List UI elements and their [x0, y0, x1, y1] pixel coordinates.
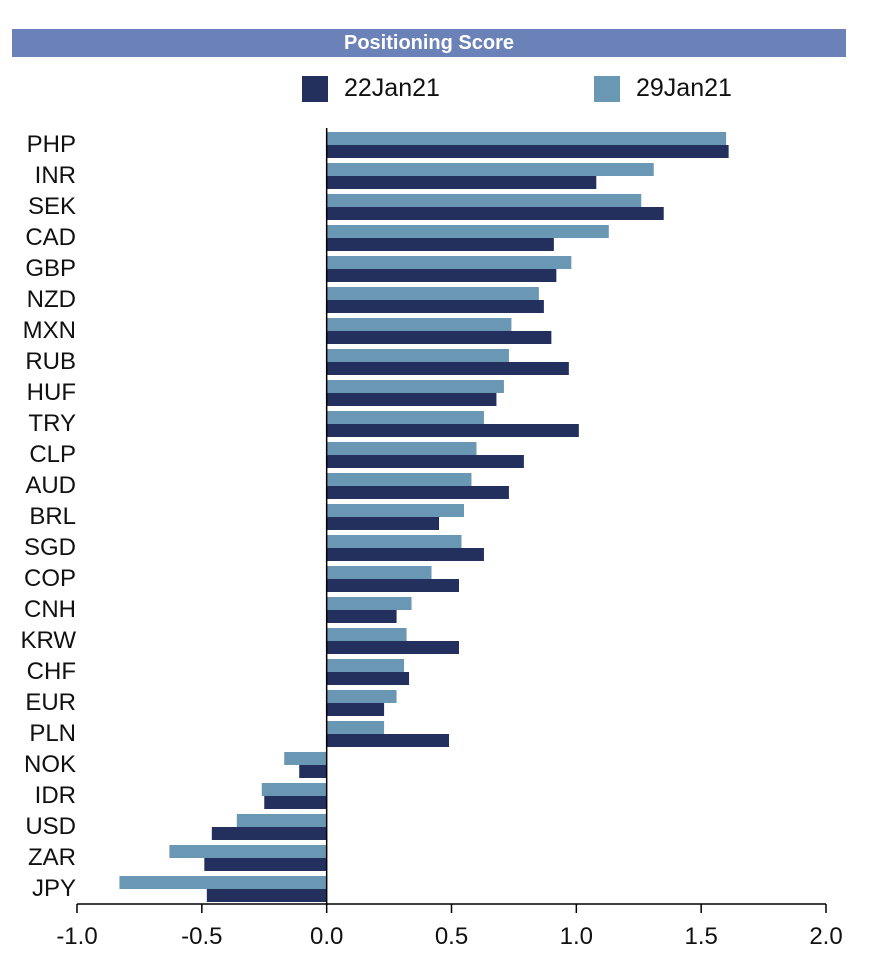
- bar-krw-22jan21: [326, 641, 459, 654]
- legend-item-series-2: 29Jan21: [594, 74, 732, 103]
- bar-aud-22jan21: [326, 486, 509, 499]
- bar-zar-29jan21: [169, 845, 327, 858]
- bar-eur-29jan21: [326, 690, 397, 703]
- x-tick-label-0.5: 0.5: [435, 923, 468, 950]
- legend-label-series-1: 22Jan21: [344, 74, 440, 102]
- bar-usd-22jan21: [211, 827, 327, 840]
- bar-idr-29jan21: [261, 783, 327, 796]
- x-tick-label-0.0: 0.0: [310, 923, 343, 950]
- bar-try-29jan21: [326, 411, 484, 424]
- bar-jpy-22jan21: [206, 889, 327, 902]
- category-label-eur: EUR: [25, 689, 76, 716]
- bar-aud-29jan21: [326, 473, 472, 486]
- bar-gbp-29jan21: [326, 256, 572, 269]
- x-tick-label-1.0: 1.0: [560, 923, 593, 950]
- category-label-gbp: GBP: [25, 255, 76, 282]
- bar-usd-29jan21: [236, 814, 327, 827]
- bar-mxn-29jan21: [326, 318, 512, 331]
- bar-chf-29jan21: [326, 659, 405, 672]
- category-label-nok: NOK: [24, 751, 76, 778]
- category-label-php: PHP: [27, 131, 76, 158]
- bar-krw-29jan21: [326, 628, 407, 641]
- bar-chf-22jan21: [326, 672, 410, 685]
- bar-nzd-22jan21: [326, 300, 544, 313]
- bar-rub-29jan21: [326, 349, 509, 362]
- bar-nzd-29jan21: [326, 287, 539, 300]
- category-label-brl: BRL: [29, 503, 76, 530]
- category-label-cop: COP: [24, 565, 76, 592]
- bar-php-29jan21: [326, 132, 727, 145]
- category-label-inr: INR: [35, 162, 76, 189]
- bar-jpy-29jan21: [119, 876, 327, 889]
- category-label-nzd: NZD: [27, 286, 76, 313]
- bar-eur-22jan21: [326, 703, 385, 716]
- bar-cop-29jan21: [326, 566, 432, 579]
- bar-cnh-29jan21: [326, 597, 412, 610]
- legend: 22Jan21 29Jan21: [0, 74, 872, 108]
- category-label-pln: PLN: [29, 720, 76, 747]
- bar-sgd-22jan21: [326, 548, 484, 561]
- category-label-mxn: MXN: [23, 317, 76, 344]
- bar-rub-22jan21: [326, 362, 569, 375]
- bar-cad-22jan21: [326, 238, 554, 251]
- bar-huf-29jan21: [326, 380, 504, 393]
- bar-inr-22jan21: [326, 176, 597, 189]
- category-label-jpy: JPY: [32, 875, 76, 902]
- x-tick-label--1.0: -1.0: [56, 923, 97, 950]
- category-label-zar: ZAR: [28, 844, 76, 871]
- x-tick-label--0.5: -0.5: [181, 923, 222, 950]
- bar-brl-29jan21: [326, 504, 464, 517]
- category-label-sek: SEK: [28, 193, 76, 220]
- bar-cad-29jan21: [326, 225, 609, 238]
- bar-sek-29jan21: [326, 194, 642, 207]
- category-label-try: TRY: [28, 410, 76, 437]
- bar-try-22jan21: [326, 424, 579, 437]
- bar-pln-22jan21: [326, 734, 450, 747]
- bar-clp-22jan21: [326, 455, 524, 468]
- category-label-clp: CLP: [29, 441, 76, 468]
- bar-sgd-29jan21: [326, 535, 462, 548]
- chart-title: Positioning Score: [12, 29, 846, 57]
- bar-cop-22jan21: [326, 579, 459, 592]
- bar-nok-29jan21: [284, 752, 327, 765]
- category-label-sgd: SGD: [24, 534, 76, 561]
- category-label-usd: USD: [25, 813, 76, 840]
- category-label-aud: AUD: [25, 472, 76, 499]
- legend-label-series-2: 29Jan21: [636, 74, 732, 102]
- category-label-rub: RUB: [25, 348, 76, 375]
- x-tick-label-1.5: 1.5: [684, 923, 717, 950]
- category-label-cad: CAD: [25, 224, 76, 251]
- category-label-huf: HUF: [27, 379, 76, 406]
- legend-swatch-series-1: [302, 75, 328, 102]
- bar-gbp-22jan21: [326, 269, 557, 282]
- bar-php-22jan21: [326, 145, 729, 158]
- category-label-idr: IDR: [35, 782, 76, 809]
- bar-nok-22jan21: [299, 765, 327, 778]
- category-label-cnh: CNH: [24, 596, 76, 623]
- bar-clp-29jan21: [326, 442, 477, 455]
- bar-mxn-22jan21: [326, 331, 552, 344]
- bar-cnh-22jan21: [326, 610, 397, 623]
- bar-zar-22jan21: [204, 858, 327, 871]
- x-tick-label-2.0: 2.0: [809, 923, 842, 950]
- category-label-krw: KRW: [20, 627, 76, 654]
- legend-swatch-series-2: [594, 75, 620, 102]
- bar-pln-29jan21: [326, 721, 385, 734]
- bar-huf-22jan21: [326, 393, 497, 406]
- bar-brl-22jan21: [326, 517, 440, 530]
- bar-idr-22jan21: [264, 796, 327, 809]
- bar-sek-22jan21: [326, 207, 664, 220]
- category-label-chf: CHF: [27, 658, 76, 685]
- legend-item-series-1: 22Jan21: [302, 74, 440, 103]
- bar-inr-29jan21: [326, 163, 654, 176]
